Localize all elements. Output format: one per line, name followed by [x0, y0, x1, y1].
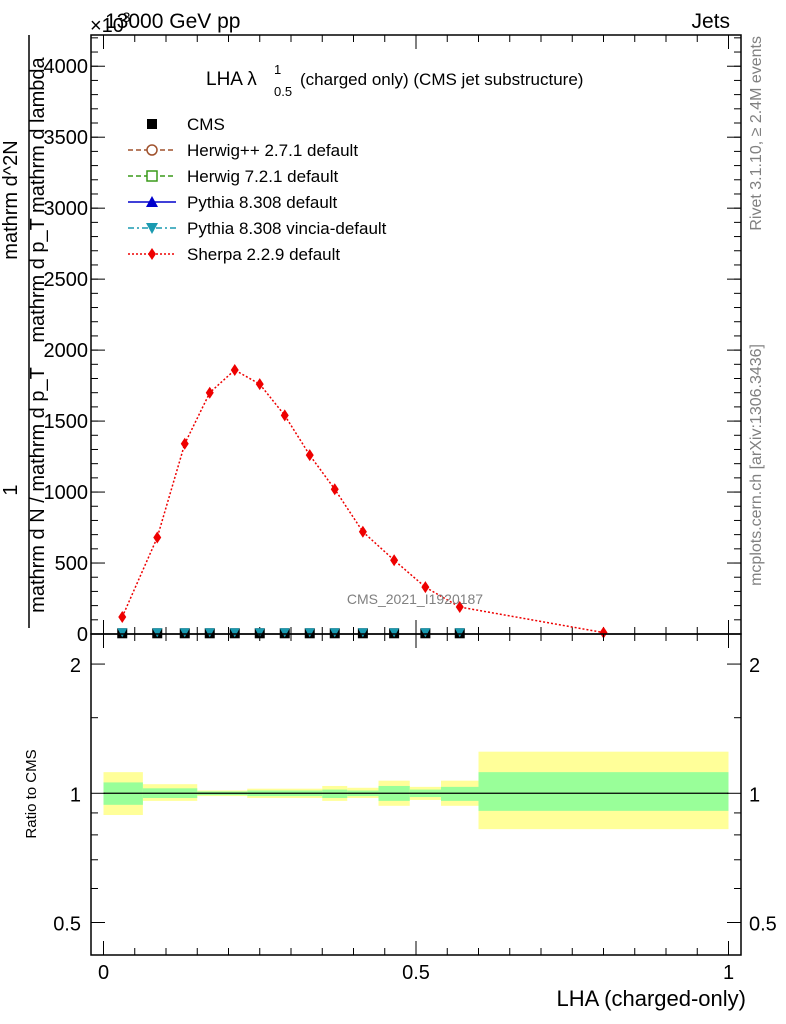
- ratio-y-tick-label: 0.5: [53, 913, 81, 935]
- y-multiplier: ×10: [90, 15, 124, 37]
- ratio-y-tick-label: 1: [70, 784, 81, 806]
- legend-item: Pythia 8.308 vincia-default: [128, 219, 387, 238]
- legend-marker: [147, 119, 157, 129]
- sherpa-point: [230, 363, 239, 376]
- ratio-panel: 0.5 0.5 1 1 2 2 0 0.5 1: [53, 633, 777, 984]
- plot-title-sub: 0.5: [274, 84, 292, 99]
- y-tick-label: 2500: [44, 269, 89, 291]
- vincia-point: [420, 628, 431, 638]
- legend-marker: [148, 248, 156, 260]
- vincia-point: [304, 628, 315, 638]
- sherpa-line: [121, 369, 604, 634]
- vincia-point: [357, 628, 368, 638]
- legend-item: Herwig++ 2.7.1 default: [128, 141, 358, 160]
- plot-title-rest: (charged only) (CMS jet substructure): [300, 70, 583, 89]
- ylabel-right-numerator: mathrm d^2N: [0, 140, 22, 259]
- x-tick-label: 1: [723, 962, 734, 984]
- process-label: Jets: [691, 10, 730, 33]
- legend-item: Sherpa 2.2.9 default: [128, 245, 340, 264]
- sherpa-point: [599, 626, 608, 639]
- x-tick-label: 0.5: [402, 962, 430, 984]
- sherpa-point: [455, 601, 464, 614]
- legend-marker: [146, 144, 158, 156]
- sherpa-point: [305, 449, 314, 462]
- vincia-point: [254, 628, 265, 638]
- plot-title-sup: 1: [274, 62, 281, 77]
- legend-marker: [146, 196, 158, 207]
- sherpa-point: [280, 409, 289, 422]
- rivet-label: Rivet 3.1.10, ≥ 2.4M events: [748, 36, 765, 231]
- ratio-y-tick-label: 2: [70, 655, 81, 677]
- ratio-y-tick-label-right: 1: [749, 784, 760, 806]
- plot-title: LHA λ 1 0.5 (charged only) (CMS jet subs…: [206, 62, 583, 99]
- y-tick-label: 3500: [44, 127, 89, 149]
- vincia-point: [204, 628, 215, 638]
- y-tick-label: 3000: [44, 198, 89, 220]
- y-tick-label: 4000: [44, 56, 89, 78]
- y-tick-label: 500: [55, 553, 88, 575]
- sherpa-point: [153, 531, 162, 544]
- y-tick-label: 1500: [44, 411, 89, 433]
- ratio-band-green: [478, 772, 729, 811]
- vincia-point: [229, 628, 240, 638]
- watermark: CMS_2021_I1920187: [347, 591, 483, 607]
- legend-label: Pythia 8.308 default: [187, 193, 338, 212]
- legend: CMS Herwig++ 2.7.1 default Herwig 7.2.1 de…: [128, 115, 387, 264]
- ylabel-left-one: 1: [0, 484, 22, 495]
- legend-label: Herwig 7.2.1 default: [187, 167, 338, 186]
- legend-label: Pythia 8.308 vincia-default: [187, 219, 387, 238]
- x-axis-label: LHA (charged-only): [556, 986, 746, 1011]
- ratio-y-tick-label-right: 0.5: [749, 913, 777, 935]
- legend-marker: [146, 223, 158, 234]
- y-tick-label: 1000: [44, 482, 89, 504]
- legend-item: CMS: [147, 115, 225, 134]
- sherpa-point: [255, 378, 264, 391]
- vincia-point: [179, 628, 190, 638]
- sherpa-point: [118, 610, 127, 623]
- vincia-point: [152, 628, 163, 638]
- legend-item: Herwig 7.2.1 default: [128, 167, 338, 186]
- vincia-point: [279, 628, 290, 638]
- vincia-point: [117, 628, 128, 638]
- ylabel-right-denominator: mathrm d p_T mathrm d lambda: [27, 56, 49, 342]
- vincia-point: [454, 628, 465, 638]
- ylabel-left-denominator: mathrm d N / mathrm d p_T: [27, 367, 49, 613]
- plot-title-main: LHA λ: [206, 69, 257, 90]
- main-y-label: 1 mathrm d N / mathrm d p_T mathrm d^2N …: [0, 35, 49, 628]
- vincia-point: [389, 628, 400, 638]
- ratio-y-tick-label-right: 2: [749, 655, 760, 677]
- sherpa-point: [205, 386, 214, 399]
- y-multiplier-exponent: -3: [118, 9, 131, 25]
- ratio-y-label: Ratio to CMS: [23, 749, 40, 838]
- main-panel: 0 500 1000 1500 2000 2500 3000 3500 4000: [44, 34, 742, 646]
- legend-label: Sherpa 2.2.9 default: [187, 245, 340, 264]
- legend-label: CMS: [187, 115, 225, 134]
- energy-label: 13000 GeV pp: [105, 10, 240, 33]
- mcplots-label: mcplots.cern.ch [arXiv:1306.3436]: [748, 344, 765, 586]
- legend-label: Herwig++ 2.7.1 default: [187, 141, 358, 160]
- vincia-point: [329, 628, 340, 638]
- y-tick-label: 2000: [44, 340, 89, 362]
- sherpa-point: [421, 581, 430, 594]
- sherpa-point: [358, 525, 367, 538]
- sherpa-point: [180, 437, 189, 450]
- legend-item: Pythia 8.308 default: [128, 193, 338, 212]
- sherpa-point: [390, 554, 399, 567]
- sherpa-point: [330, 483, 339, 496]
- legend-marker: [146, 170, 158, 182]
- x-tick-label: 0: [98, 962, 109, 984]
- y-tick-label: 0: [77, 624, 88, 646]
